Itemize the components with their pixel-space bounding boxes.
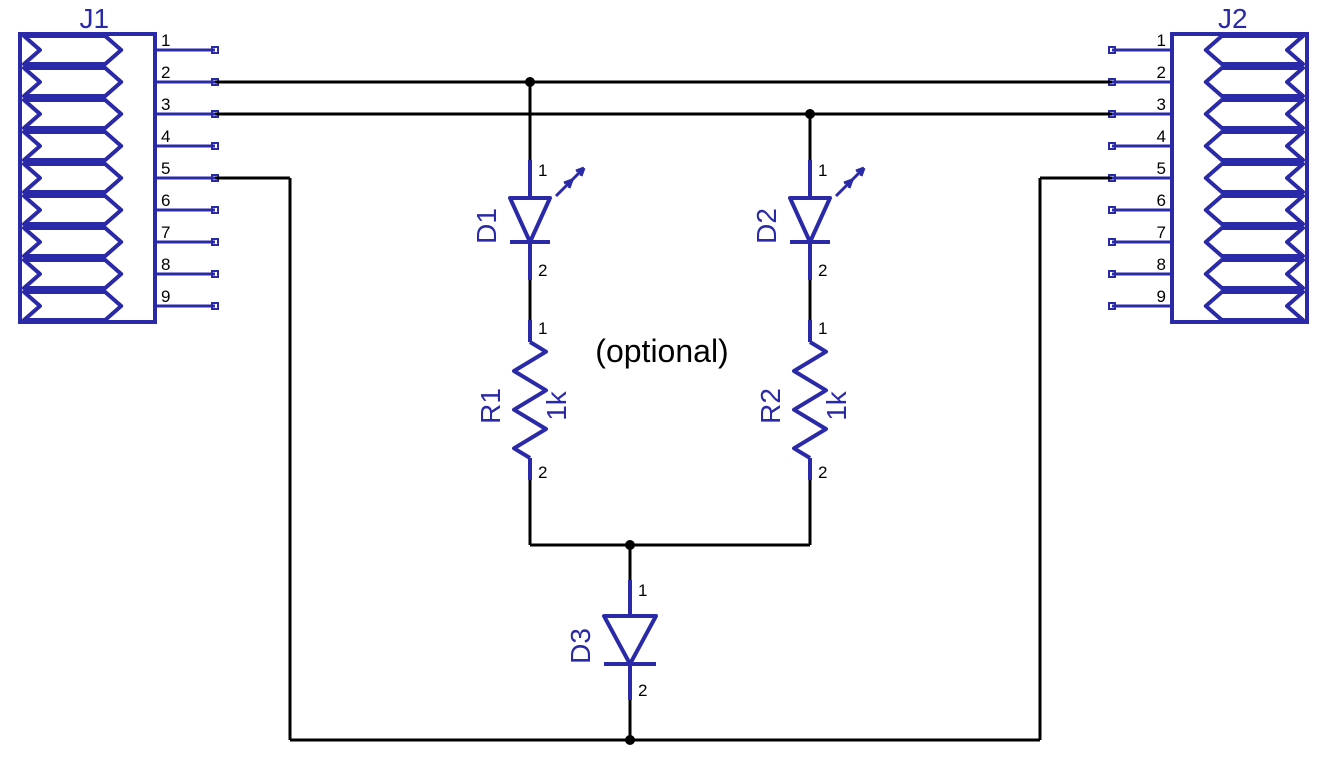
pin-number-r2-1: 1 [818, 319, 827, 338]
note-optional: (optional) [595, 333, 728, 369]
refdes-r2: R2 [755, 388, 786, 424]
pin-number-d3-2: 2 [638, 681, 647, 700]
refdes-d1: D1 [471, 208, 502, 244]
connector-j2-arrow-3 [1206, 100, 1303, 128]
connector-j2-arrow-4 [1206, 132, 1303, 160]
d2-led-icon [790, 198, 830, 242]
pin-number-j1-4: 4 [161, 127, 170, 146]
refdes-d2: D2 [751, 208, 782, 244]
connector-j1-arrow-4 [24, 132, 121, 160]
pin-number-r1-2: 2 [538, 463, 547, 482]
connector-j2-arrow-6 [1206, 196, 1303, 224]
refdes-d3: D3 [565, 628, 596, 664]
connector-j1-arrow-7 [24, 228, 121, 256]
pin-number-j2-4: 4 [1157, 127, 1166, 146]
pin-number-j1-2: 2 [161, 63, 170, 82]
pin-number-d1-1: 1 [538, 161, 547, 180]
connector-j2-arrow-7 [1206, 228, 1303, 256]
refdes-r1: R1 [475, 388, 506, 424]
pin-number-r2-2: 2 [818, 463, 827, 482]
connector-j1-arrow-5 [24, 164, 121, 192]
connector-j2-arrow-5 [1206, 164, 1303, 192]
connector-j1-arrow-3 [24, 100, 121, 128]
refdes-j2: J2 [1218, 3, 1248, 34]
pin-number-j1-7: 7 [161, 223, 170, 242]
pin-number-j1-1: 1 [161, 31, 170, 50]
connector-j2-arrow-1 [1206, 36, 1303, 64]
value-r2: 1k [821, 390, 852, 421]
connector-j1-arrow-8 [24, 260, 121, 288]
connector-j1-arrow-9 [24, 292, 121, 320]
pin-number-d1-2: 2 [538, 261, 547, 280]
pin-number-j1-5: 5 [161, 159, 170, 178]
connector-j2-arrow-9 [1206, 292, 1303, 320]
value-r1: 1k [541, 390, 572, 421]
connector-j1-arrow-1 [24, 36, 121, 64]
pin-number-j2-5: 5 [1157, 159, 1166, 178]
junction [625, 735, 635, 745]
pin-number-d3-1: 1 [638, 581, 647, 600]
schematic-canvas: J1 1 2 3 4 5 6 7 8 9 J2 1 2 3 4 5 6 7 8 9 1 2 D1 1 2 D2 1 2 R1 1k 1 2 R2… [0, 0, 1327, 781]
pin-number-j2-8: 8 [1157, 255, 1166, 274]
connector-j2-arrow-8 [1206, 260, 1303, 288]
pin-number-d2-1: 1 [818, 161, 827, 180]
pin-number-j2-1: 1 [1157, 31, 1166, 50]
d3-diode-icon [604, 616, 656, 664]
pin-number-j2-9: 9 [1157, 287, 1166, 306]
pin-number-j1-3: 3 [161, 95, 170, 114]
pin-number-j1-8: 8 [161, 255, 170, 274]
connector-j2-arrow-2 [1206, 68, 1303, 96]
pin-number-j1-9: 9 [161, 287, 170, 306]
pin-number-j1-6: 6 [161, 191, 170, 210]
pin-number-j2-6: 6 [1157, 191, 1166, 210]
d1-led-icon [510, 198, 550, 242]
refdes-j1: J1 [79, 3, 109, 34]
connector-j1-arrow-2 [24, 68, 121, 96]
pin-number-j2-7: 7 [1157, 223, 1166, 242]
pin-number-j2-3: 3 [1157, 95, 1166, 114]
pin-number-d2-2: 2 [818, 261, 827, 280]
pin-number-j2-2: 2 [1157, 63, 1166, 82]
pin-number-r1-1: 1 [538, 319, 547, 338]
connector-j1-arrow-6 [24, 196, 121, 224]
